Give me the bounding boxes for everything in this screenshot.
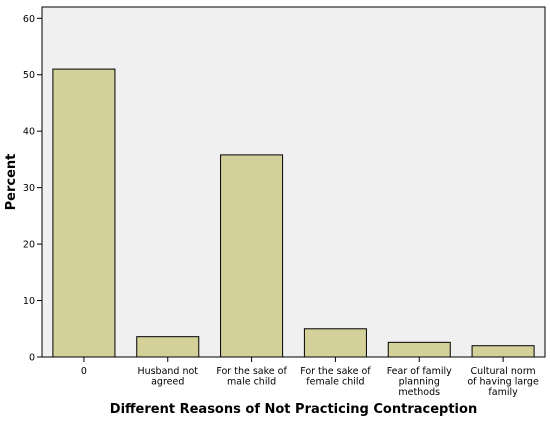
- y-tick-label: 0: [29, 353, 35, 364]
- bar-4: [387, 341, 451, 358]
- y-tick-label: 10: [23, 296, 35, 307]
- y-tick-label: 60: [23, 14, 35, 25]
- x-category-label: Husband not agreed: [137, 366, 198, 388]
- bar-5: [471, 345, 535, 358]
- x-axis-labels: 0 Husband not agreed For the sake of male ch…: [81, 357, 539, 398]
- y-tick-label: 50: [23, 70, 35, 81]
- bar-2: [220, 154, 284, 358]
- x-category-label: For the sake of female child: [300, 366, 371, 388]
- plot-area: [41, 6, 546, 358]
- y-tick-label: 30: [23, 183, 35, 194]
- y-axis-title: Percent: [4, 154, 19, 211]
- x-category-label: Cultural norm of having large family: [467, 366, 539, 398]
- x-category-label: 0: [81, 366, 87, 377]
- y-tick-label: 20: [23, 240, 35, 251]
- x-axis-title: Different Reasons of Not Practicing Cont…: [110, 402, 477, 417]
- bar-0: [52, 68, 116, 358]
- bar-1: [136, 336, 200, 358]
- y-axis: 0 10 20 30 40 50 60: [23, 14, 42, 364]
- x-category-label: Fear of family planning methods: [387, 366, 452, 398]
- bar-3: [303, 328, 367, 358]
- x-category-label: For the sake of male child: [216, 366, 287, 388]
- y-tick-label: 40: [23, 127, 35, 138]
